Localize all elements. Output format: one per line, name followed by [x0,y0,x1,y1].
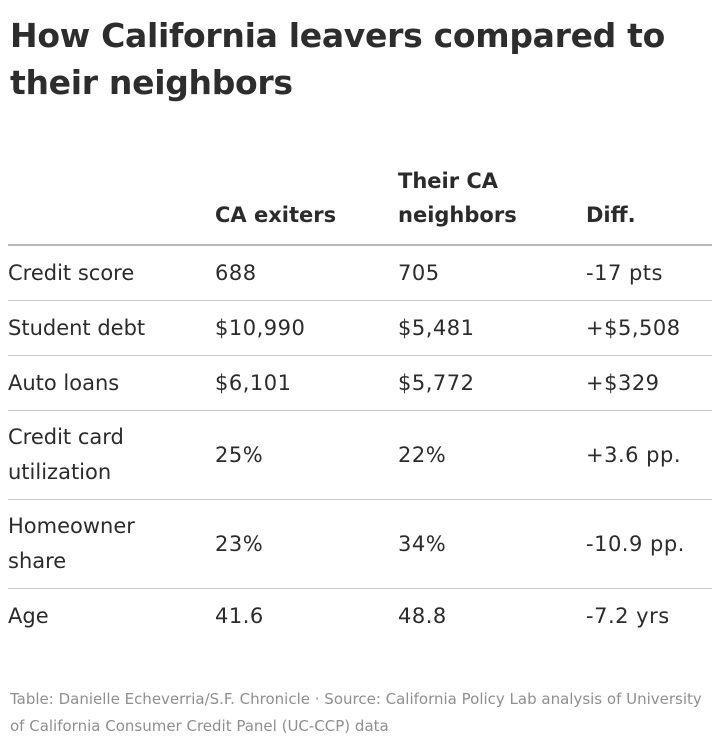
row-label: Credit card utilization [8,425,124,484]
ca-neighbors-cell: $5,481 [398,315,475,340]
ca-neighbors-cell: 48.8 [398,603,447,628]
ca-neighbors-cell: 34% [398,531,447,556]
table-row: Student debt $10,990 $5,481 +$5,508 [8,301,712,356]
ca-exiters-cell: 688 [215,260,257,285]
diff-cell: +3.6 pp. [586,442,682,467]
row-label: Student debt [8,315,146,340]
table-row: Age 41.6 48.8 -7.2 yrs [8,589,712,644]
ca-exiters-cell: $6,101 [215,370,292,395]
table-row: Auto loans $6,101 $5,772 +$329 [8,356,712,411]
ca-exiters-cell: 41.6 [215,603,264,628]
diff-cell: +$329 [586,370,660,395]
ca-neighbors-cell: 22% [398,442,447,467]
table-row: Credit score 688 705 -17 pts [8,245,712,301]
ca-neighbors-cell: $5,772 [398,370,475,395]
source-footer: Table: Danielle Echeverria/S.F. Chronicl… [10,690,702,735]
diff-cell: -17 pts [586,260,663,285]
column-header-ca-exiters: CA exiters [215,203,337,227]
column-header-ca-neighbors: Their CA neighbors [398,169,517,227]
row-label: Credit score [8,260,135,285]
column-header-diff: Diff. [586,203,636,227]
ca-neighbors-cell: 705 [398,260,440,285]
diff-cell: -10.9 pp. [586,531,685,556]
diff-cell: +$5,508 [586,315,681,340]
diff-cell: -7.2 yrs [586,603,670,628]
chart-title: How California leavers compared to their… [10,16,666,102]
table-row: Credit card utilization 25% 22% +3.6 pp. [8,411,712,500]
ca-exiters-cell: 25% [215,442,264,467]
column-header-label [8,162,215,245]
row-label: Age [8,603,49,628]
table-row: Homeowner share 23% 34% -10.9 pp. [8,500,712,589]
table-header-row: CA exiters Their CA neighbors Diff. [8,162,712,245]
comparison-table: CA exiters Their CA neighbors Diff. Cred… [8,162,712,643]
row-label: Auto loans [8,370,120,395]
row-label: Homeowner share [8,514,135,573]
ca-exiters-cell: 23% [215,531,264,556]
ca-exiters-cell: $10,990 [215,315,306,340]
